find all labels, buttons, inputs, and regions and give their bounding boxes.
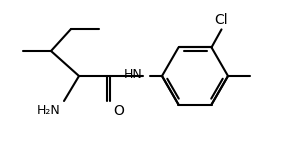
Text: HN: HN <box>124 67 143 80</box>
Text: Cl: Cl <box>215 13 228 27</box>
Text: O: O <box>113 104 124 118</box>
Text: H₂N: H₂N <box>37 104 61 117</box>
